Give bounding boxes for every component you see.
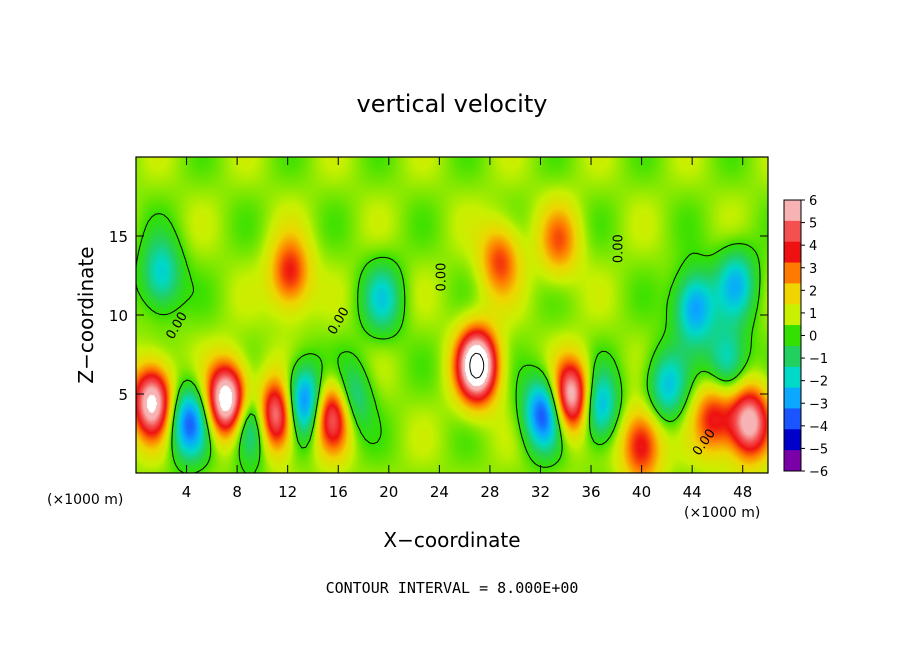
colorbar-swatch xyxy=(784,200,801,222)
x-tick-label: 36 xyxy=(581,483,600,501)
x-tick-label: 4 xyxy=(182,483,192,501)
x-tick-label: 24 xyxy=(430,483,449,501)
zero-contours xyxy=(136,213,761,473)
colorbar-swatch xyxy=(784,450,801,472)
colorbar-tick-label: 2 xyxy=(809,284,817,299)
colorbar-swatch xyxy=(784,241,801,264)
x-axis-label: X−coordinate xyxy=(383,528,520,552)
colorbar-swatch xyxy=(784,387,801,409)
chart-title: vertical velocity xyxy=(357,90,548,118)
colorbar-tick-label: 1 xyxy=(809,307,817,322)
colorbar-tick-label: −2 xyxy=(809,375,828,390)
colorbar-swatch xyxy=(784,408,801,430)
contour-line xyxy=(136,213,761,473)
colorbar-tick-label: −6 xyxy=(809,465,828,480)
colorbar-swatch xyxy=(784,345,801,368)
plot-area: 0.00 0.000.000.000.00 4 8 12 16 20 24 28 32 36 40 4… xyxy=(109,156,769,501)
x-tick-label: 32 xyxy=(531,483,550,501)
colorbar-tick-label: −4 xyxy=(809,420,828,435)
colorbar-swatch xyxy=(784,304,801,326)
colorbar-tick-label: 4 xyxy=(809,239,817,254)
y-tick-label: 10 xyxy=(109,307,128,325)
y-tick-label: 5 xyxy=(118,386,128,404)
contour-line xyxy=(469,352,485,379)
x-unit-label-left: (×1000 m) xyxy=(47,492,123,508)
colorbar-tick-label: 0 xyxy=(809,330,817,345)
x-axis-ticks: 4 8 12 16 20 24 28 32 36 40 44 48 xyxy=(182,157,752,501)
contour-label: 0.00 xyxy=(435,263,450,292)
colorbar-tick-label: 5 xyxy=(809,217,817,232)
contour-label: 0.00 xyxy=(612,234,627,263)
x-tick-label: 16 xyxy=(329,483,348,501)
colorbar-swatch xyxy=(784,283,801,305)
colorbar-swatch xyxy=(784,262,801,284)
x-tick-label: 40 xyxy=(632,483,651,501)
x-tick-label: 28 xyxy=(480,483,499,501)
y-tick-label: 15 xyxy=(109,228,128,246)
x-tick-label: 20 xyxy=(379,483,398,501)
x-tick-label: 44 xyxy=(683,483,702,501)
colorbar-swatch xyxy=(784,429,801,451)
colorbar-tick-label: −3 xyxy=(809,397,828,412)
colorbar-swatch xyxy=(784,220,801,243)
y-axis-ticks: 5 10 15 xyxy=(109,228,768,404)
heatmap-field xyxy=(136,157,768,473)
y-axis-label: Z−coordinate xyxy=(74,246,98,383)
colorbar-swatch xyxy=(784,366,801,389)
colorbar-tick-label: 6 xyxy=(809,194,817,209)
colorbar-tick-label: −5 xyxy=(809,442,828,457)
x-tick-label: 8 xyxy=(232,483,242,501)
colorbar: 6 5 4 3 2 1 0 −1 −2 −3 −4 −5 −6 xyxy=(783,194,828,480)
x-tick-label: 48 xyxy=(733,483,752,501)
x-unit-label-right: (×1000 m) xyxy=(684,505,760,521)
contour-interval-note: CONTOUR INTERVAL = 8.000E+00 xyxy=(326,579,579,597)
colorbar-tick-label: −1 xyxy=(809,352,828,367)
x-tick-label: 12 xyxy=(278,483,297,501)
colorbar-swatch xyxy=(784,325,801,347)
colorbar-tick-label: 3 xyxy=(809,262,817,277)
